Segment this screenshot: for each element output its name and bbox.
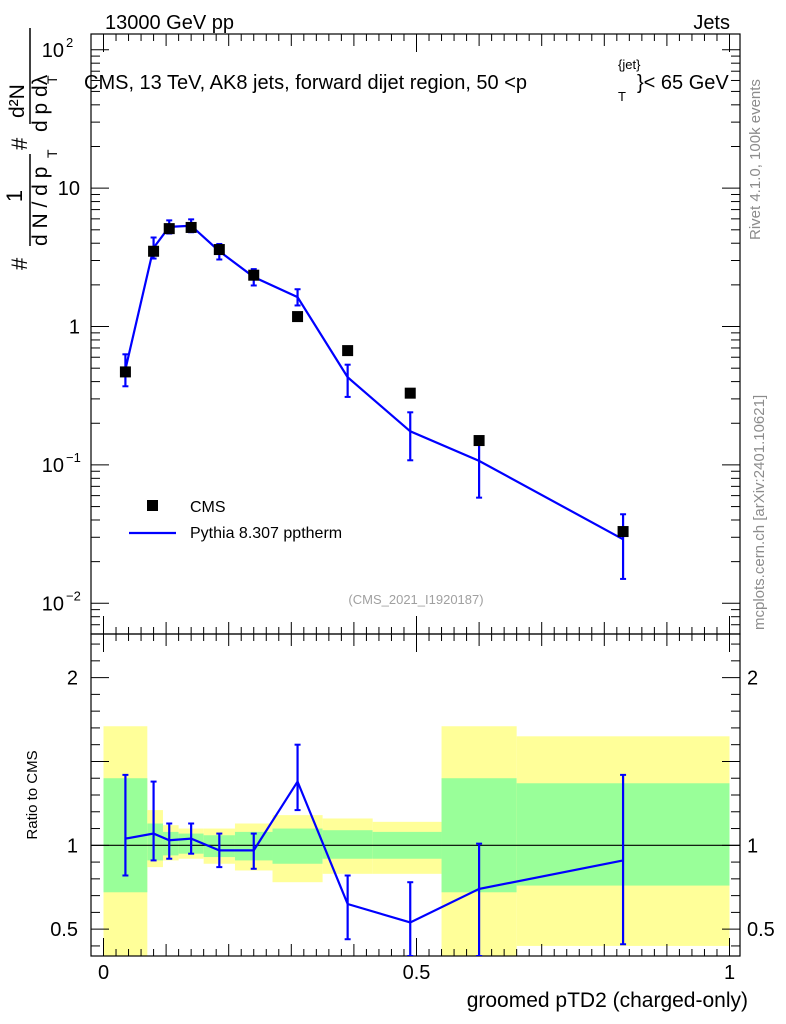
ratio-y-label: Ratio to CMS (24, 750, 41, 839)
ratio-y-tick-label: 2 (67, 668, 78, 690)
cms-point (473, 435, 485, 447)
y-label-frac2-num: d²N (6, 84, 29, 118)
y-tick-label-exp: −1 (66, 450, 81, 465)
chart-title: CMS, 13 TeV, AK8 jets, forward dijet reg… (84, 57, 729, 104)
y-label-frac1-num: 1 (2, 190, 27, 202)
cms-point (213, 244, 225, 256)
legend-marker-cms (147, 500, 158, 511)
title-end: }< 65 GeV (637, 72, 729, 94)
ratio-y-tick-label-right: 1 (747, 835, 758, 857)
ratio-band-green (147, 823, 163, 861)
pythia-line (124, 224, 624, 541)
legend-label-cms: CMS (190, 499, 226, 516)
header-right: Jets (693, 12, 730, 34)
y-label-frac1-den: d N / d p (29, 167, 52, 246)
cms-point (185, 221, 197, 233)
mcplots-label: mcplots.cern.ch [arXiv:2401.10621] (751, 395, 768, 630)
header-left: 13000 GeV pp (105, 12, 234, 34)
y-tick-label: 10 (42, 40, 64, 62)
x-tick-label: 1 (724, 962, 735, 984)
y-tick-label: 1 (69, 317, 80, 339)
ratio-series (122, 743, 627, 956)
x-axis-label: groomed pTD2 (charged-only) (467, 989, 748, 1012)
ratio-bands (91, 726, 740, 956)
title-sup: {jet} (618, 57, 641, 72)
y-tick-label: 10 (42, 455, 64, 477)
cms-point (148, 245, 160, 257)
y-axis-label: # # 1 d N / d p T d²N d p dλ T (2, 28, 60, 270)
x-tick-label: 0 (98, 962, 109, 984)
ratio-y-tick-label-right: 0.5 (747, 919, 775, 941)
legend: CMS Pythia 8.307 pptherm (129, 499, 342, 542)
title-sub: T (618, 89, 626, 104)
cms-point (248, 269, 260, 281)
ratio-y-tick-label-right: 2 (747, 668, 758, 690)
y-label-hash1: # (7, 257, 32, 270)
y-tick-label: 10 (42, 593, 64, 615)
analysis-id: (CMS_2021_I1920187) (348, 592, 483, 607)
cms-point (292, 311, 304, 323)
y-label-hash2: # (7, 137, 32, 150)
legend-label-pythia: Pythia 8.307 pptherm (190, 525, 342, 542)
main-series (119, 218, 629, 580)
ratio-y-tick-label: 1 (67, 835, 78, 857)
ratio-band-green (162, 831, 179, 856)
ratio-y-tick-label: 0.5 (50, 919, 78, 941)
y-tick-label-exp: −2 (66, 588, 81, 603)
cms-point (163, 223, 175, 235)
x-tick-label: 0.5 (403, 962, 431, 984)
cms-point (617, 526, 629, 538)
y-tick-label-exp: 2 (66, 35, 73, 50)
cms-point (342, 345, 354, 357)
y-label-sub-t1: T (44, 149, 60, 158)
cms-point (404, 387, 416, 399)
ratio-band-green (322, 830, 373, 859)
title-main: CMS, 13 TeV, AK8 jets, forward dijet reg… (84, 72, 527, 94)
cms-point (119, 366, 131, 378)
y-tick-label: 10 (58, 178, 80, 200)
y-label-sub-t2: T (44, 75, 60, 84)
ratio-band-green (272, 828, 323, 864)
rivet-label: Rivet 4.1.0, 100k events (747, 79, 764, 240)
main-frame (90, 33, 741, 635)
y-label-frac2-den: d p dλ (29, 74, 52, 132)
